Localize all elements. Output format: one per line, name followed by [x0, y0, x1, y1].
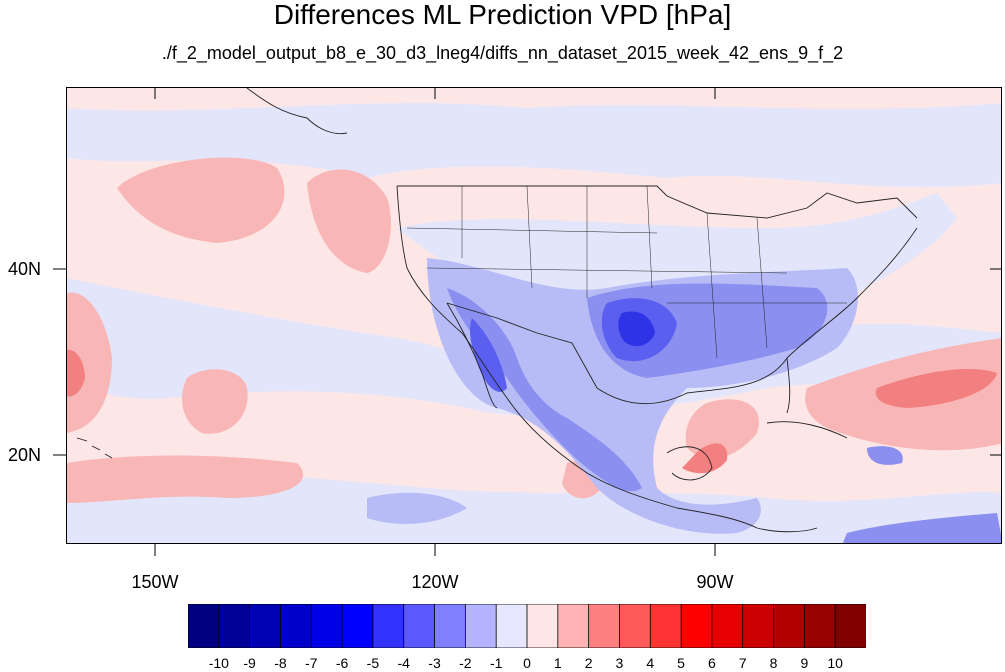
colorbar-swatch [588, 604, 621, 648]
colorbar-swatch [403, 604, 436, 648]
blue-region-south-east [842, 513, 1001, 543]
blue-region-core-texas [618, 311, 655, 347]
cuba [766, 421, 848, 439]
colorbar-swatch [372, 604, 405, 648]
yucatan [666, 446, 713, 481]
pink-region-north-pacific-2 [307, 169, 391, 273]
map-title: Differences ML Prediction VPD [hPa] [273, 0, 732, 30]
colorbar-swatch [649, 604, 682, 648]
hawaii [76, 437, 113, 459]
colorbar-label: -5 [366, 655, 380, 671]
colorbar-label: -4 [397, 655, 410, 671]
state-line-6 [426, 267, 788, 274]
us-canada-border [397, 185, 918, 219]
colorbar-label: -7 [305, 655, 318, 671]
red-region-west-edge [67, 349, 85, 397]
colorbar-label: -1 [489, 655, 503, 671]
florida [786, 357, 791, 414]
colorbar-label: -3 [428, 655, 441, 671]
colorbar-label: -10 [208, 655, 229, 671]
blue-region-southwest-band [367, 492, 467, 524]
colorbar-label: 9 [800, 655, 809, 671]
y-label-20n: 20N [8, 445, 42, 465]
negative-anomaly-regions [367, 258, 1001, 543]
colorbar-swatch [280, 604, 312, 648]
colorbar-swatch [773, 604, 806, 648]
colorbar-labels: -10 -9 -8 -7 -6 -5 -4 -3 -2 -1 0 1 2 3 4 5 6 7 8 9 10 [0, 655, 1005, 672]
map-subtitle: ./f_2_model_output_b8_e_30_d3_lneg4/diff… [161, 43, 844, 63]
pink-region-west-edge [67, 292, 112, 433]
north-america-west-coast [396, 185, 678, 509]
colorbar-swatch [464, 604, 497, 648]
light-blue-central-band [67, 278, 1001, 417]
colorbar-swatch [434, 604, 467, 648]
colorbar-label: 0 [523, 655, 531, 671]
pink-region-central-pacific [182, 369, 248, 434]
pink-region-northwest-pacific [117, 157, 285, 243]
x-label-150w: 150W [131, 572, 179, 592]
atlantic-coast [786, 227, 918, 359]
gulf-coast [596, 357, 788, 405]
state-line-2 [526, 185, 533, 289]
colorbar-label: 4 [646, 655, 655, 671]
state-line-7 [706, 212, 718, 359]
colorbar-swatch [619, 604, 651, 648]
map-canvas [67, 88, 1001, 543]
axis-ticks [53, 87, 1002, 556]
colorbar-swatch [188, 604, 220, 648]
blue-region-deep-baja [469, 318, 507, 392]
alaska-coast [246, 88, 348, 135]
colorbar-label: -6 [335, 655, 349, 671]
colorbar [188, 604, 866, 648]
colorbar-label: 7 [738, 655, 747, 671]
colorbar-swatch [803, 604, 836, 648]
colorbar-label: 2 [584, 655, 593, 671]
baja-peninsula [446, 302, 498, 409]
central-america-coast [676, 507, 818, 533]
colorbar-swatch [249, 604, 282, 648]
x-label-120w: 120W [411, 572, 459, 592]
colorbar-label: -2 [459, 655, 472, 671]
colorbar-label: 6 [708, 655, 716, 671]
blue-region-caribbean [867, 446, 903, 465]
colorbar-label: 5 [677, 655, 685, 671]
colorbar-swatch [341, 604, 374, 648]
colorbar-label: -8 [274, 655, 287, 671]
colorbar-swatch [742, 604, 775, 648]
red-region-atlantic [875, 368, 997, 408]
colorbar-label: 1 [553, 655, 562, 671]
colorbar-swatch [495, 604, 528, 648]
boundaries [76, 88, 918, 533]
colorbar-label: -9 [243, 655, 256, 671]
red-region-gulf [682, 443, 728, 474]
light-blue-north-pacific [67, 103, 1001, 188]
blue-region-mid [447, 288, 642, 492]
colorbar-swatch [310, 604, 343, 648]
state-line-8 [756, 217, 768, 349]
pink-region-south-pacific-band [67, 455, 304, 503]
colorbar-swatch [711, 604, 744, 648]
positive-anomaly-regions [67, 157, 1001, 503]
light-blue-south-band [67, 463, 1001, 543]
us-mexico-border [446, 302, 598, 389]
colorbar-swatch [680, 604, 713, 648]
colorbar-label: 10 [827, 655, 843, 671]
colorbar-swatch [834, 604, 866, 648]
colorbar-swatch [218, 604, 251, 648]
colorbar-label: 3 [615, 655, 624, 671]
colorbar-swatch [557, 604, 590, 648]
y-label-40n: 40N [8, 259, 42, 279]
x-label-90w: 90W [696, 572, 734, 592]
pink-region-gulf [685, 399, 759, 459]
vpd-difference-map [66, 87, 1002, 544]
state-line-5 [406, 227, 658, 234]
colorbar-label: 8 [769, 655, 778, 671]
colorbar-swatch [526, 604, 559, 648]
